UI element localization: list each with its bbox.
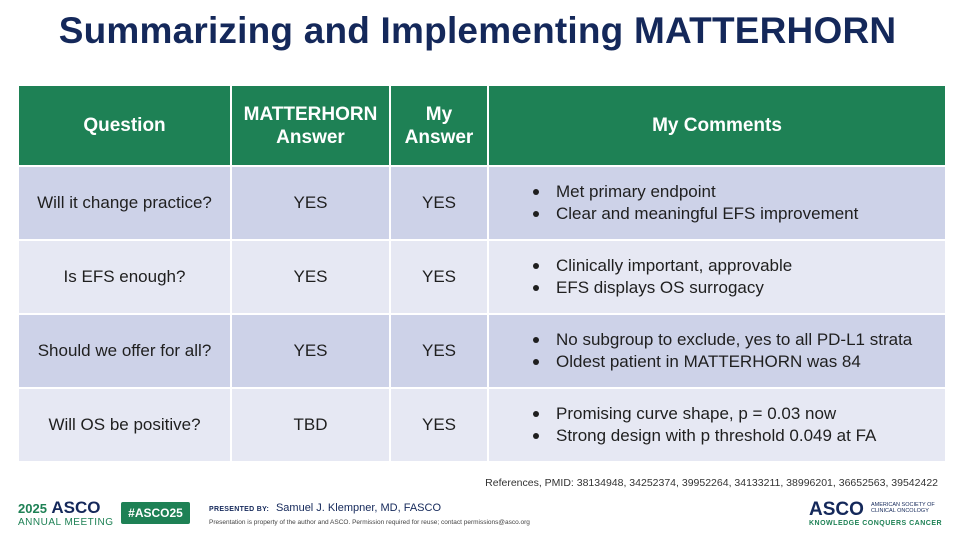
table-row: Should we offer for all? YES YES No subg…	[17, 313, 947, 389]
my-answer-cell: YES	[389, 313, 489, 389]
my-answer-cell: YES	[389, 165, 489, 241]
meeting-year: 2025	[18, 501, 47, 516]
presented-by-label: PRESENTED BY:	[209, 506, 270, 513]
presented-by: PRESENTED BY: Samuel J. Klempner, MD, FA…	[209, 502, 441, 514]
header-question: Question	[17, 84, 232, 167]
matterhorn-answer-cell: YES	[230, 239, 391, 315]
matterhorn-answer-cell: YES	[230, 165, 391, 241]
comment-item: Met primary endpoint	[531, 181, 945, 203]
header-my-answer-line2: Answer	[404, 126, 474, 148]
matterhorn-answer-cell: YES	[230, 313, 391, 389]
comments-list: Met primary endpoint Clear and meaningfu…	[531, 181, 945, 225]
comment-item: Oldest patient in MATTERHORN was 84	[531, 351, 945, 373]
annual-meeting-logo: 2025 ASCO ANNUAL MEETING	[18, 498, 114, 530]
table-row: Will it change practice? YES YES Met pri…	[17, 165, 947, 241]
question-cell: Will it change practice?	[17, 165, 232, 241]
comments-list: Promising curve shape, p = 0.03 now Stro…	[531, 403, 945, 447]
comment-item: Strong design with p threshold 0.049 at …	[531, 425, 945, 447]
my-answer-cell: YES	[389, 387, 489, 463]
question-cell: Is EFS enough?	[17, 239, 232, 315]
asco-society-text: AMERICAN SOCIETY OF CLINICAL ONCOLOGY	[871, 502, 935, 514]
disclaimer-text: Presentation is property of the author a…	[209, 519, 530, 526]
asco-tagline: KNOWLEDGE CONQUERS CANCER	[809, 520, 943, 527]
question-cell: Will OS be positive?	[17, 387, 232, 463]
comment-item: EFS displays OS surrogacy	[531, 277, 945, 299]
comments-list: No subgroup to exclude, yes to all PD-L1…	[531, 329, 945, 373]
comment-item: Clinically important, approvable	[531, 255, 945, 277]
question-cell: Should we offer for all?	[17, 313, 232, 389]
header-matterhorn-answer: MATTERHORN Answer	[230, 84, 391, 167]
hashtag-badge: #ASCO25	[121, 502, 190, 524]
comments-cell: No subgroup to exclude, yes to all PD-L1…	[487, 313, 947, 389]
header-my-answer: My Answer	[389, 84, 489, 167]
comments-cell: Met primary endpoint Clear and meaningfu…	[487, 165, 947, 241]
asco-logo: ASCO AMERICAN SOCIETY OF CLINICAL ONCOLO…	[809, 499, 942, 531]
header-matterhorn-line2: Answer	[276, 126, 345, 148]
references-text: References, PMID: 38134948, 34252374, 39…	[485, 477, 938, 489]
header-my-answer-line1: My	[425, 103, 453, 125]
asco-logo-text: ASCO	[809, 499, 864, 520]
comment-item: No subgroup to exclude, yes to all PD-L1…	[531, 329, 945, 351]
matterhorn-answer-cell: TBD	[230, 387, 391, 463]
my-answer-cell: YES	[389, 239, 489, 315]
slide-footer: 2025 ASCO ANNUAL MEETING #ASCO25 PRESENT…	[0, 495, 955, 537]
header-matterhorn-line1: MATTERHORN	[243, 103, 378, 125]
table-row: Is EFS enough? YES YES Clinically import…	[17, 239, 947, 315]
comments-cell: Clinically important, approvable EFS dis…	[487, 239, 947, 315]
presenter-name: Samuel J. Klempner, MD, FASCO	[275, 502, 442, 514]
summary-table: Question MATTERHORN Answer My Answer My …	[17, 84, 947, 463]
comments-cell: Promising curve shape, p = 0.03 now Stro…	[487, 387, 947, 463]
comment-item: Promising curve shape, p = 0.03 now	[531, 403, 945, 425]
comment-item: Clear and meaningful EFS improvement	[531, 203, 945, 225]
header-my-comments: My Comments	[487, 84, 947, 167]
meeting-label: ANNUAL MEETING	[18, 517, 114, 528]
meeting-brand: ASCO	[51, 498, 101, 517]
table-row: Will OS be positive? TBD YES Promising c…	[17, 387, 947, 463]
table-header-row: Question MATTERHORN Answer My Answer My …	[17, 84, 947, 167]
slide-title: Summarizing and Implementing MATTERHORN	[58, 10, 897, 51]
comments-list: Clinically important, approvable EFS dis…	[531, 255, 945, 299]
